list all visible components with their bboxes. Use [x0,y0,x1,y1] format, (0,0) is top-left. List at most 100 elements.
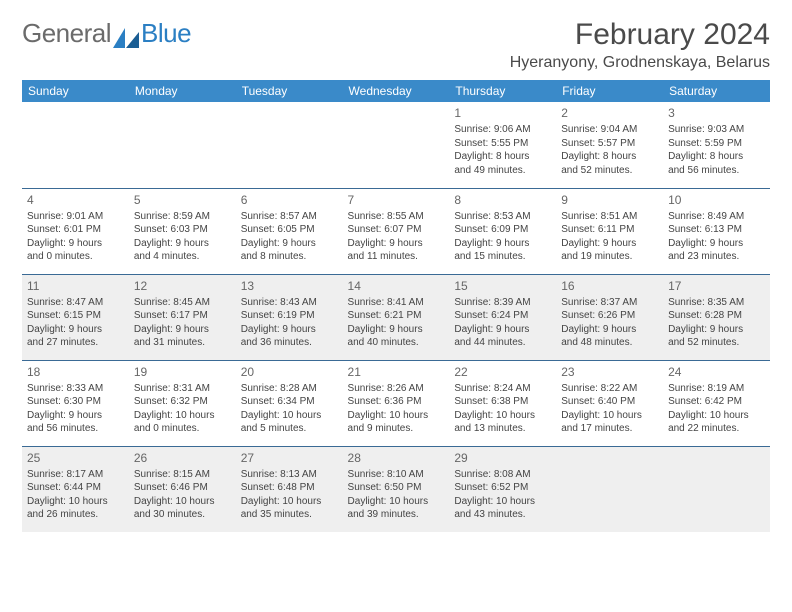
daylight-text: and 40 minutes. [348,336,445,350]
calendar-week-row: 25Sunrise: 8:17 AMSunset: 6:44 PMDayligh… [22,446,770,532]
calendar-cell: 11Sunrise: 8:47 AMSunset: 6:15 PMDayligh… [22,274,129,360]
calendar-cell: 27Sunrise: 8:13 AMSunset: 6:48 PMDayligh… [236,446,343,532]
calendar-cell: 28Sunrise: 8:10 AMSunset: 6:50 PMDayligh… [343,446,450,532]
day-number: 20 [241,364,338,380]
day-number: 17 [668,278,765,294]
calendar-cell: 24Sunrise: 8:19 AMSunset: 6:42 PMDayligh… [663,360,770,446]
day-header: Saturday [663,80,770,102]
day-number: 8 [454,192,551,208]
daylight-text: Daylight: 10 hours [134,495,231,509]
calendar-cell: 18Sunrise: 8:33 AMSunset: 6:30 PMDayligh… [22,360,129,446]
daylight-text: and 52 minutes. [561,164,658,178]
day-number: 3 [668,105,765,121]
calendar-cell [129,102,236,188]
sunset-text: Sunset: 6:05 PM [241,223,338,237]
sunset-text: Sunset: 6:24 PM [454,309,551,323]
sunrise-text: Sunrise: 8:39 AM [454,296,551,310]
daylight-text: and 44 minutes. [454,336,551,350]
calendar-cell: 21Sunrise: 8:26 AMSunset: 6:36 PMDayligh… [343,360,450,446]
calendar-cell: 13Sunrise: 8:43 AMSunset: 6:19 PMDayligh… [236,274,343,360]
day-number: 25 [27,450,124,466]
calendar-cell: 16Sunrise: 8:37 AMSunset: 6:26 PMDayligh… [556,274,663,360]
sunrise-text: Sunrise: 9:04 AM [561,123,658,137]
calendar-cell: 29Sunrise: 8:08 AMSunset: 6:52 PMDayligh… [449,446,556,532]
sunset-text: Sunset: 6:42 PM [668,395,765,409]
sunrise-text: Sunrise: 8:24 AM [454,382,551,396]
daylight-text: and 49 minutes. [454,164,551,178]
calendar-cell [236,102,343,188]
sunrise-text: Sunrise: 8:10 AM [348,468,445,482]
day-number: 21 [348,364,445,380]
day-header: Sunday [22,80,129,102]
daylight-text: Daylight: 10 hours [561,409,658,423]
sunrise-text: Sunrise: 8:08 AM [454,468,551,482]
daylight-text: and 27 minutes. [27,336,124,350]
daylight-text: and 43 minutes. [454,508,551,522]
daylight-text: and 23 minutes. [668,250,765,264]
sunrise-text: Sunrise: 8:41 AM [348,296,445,310]
daylight-text: and 0 minutes. [134,422,231,436]
sunrise-text: Sunrise: 8:19 AM [668,382,765,396]
sunset-text: Sunset: 6:38 PM [454,395,551,409]
calendar-cell: 15Sunrise: 8:39 AMSunset: 6:24 PMDayligh… [449,274,556,360]
daylight-text: Daylight: 9 hours [561,323,658,337]
page-header: General Blue February 2024 Hyeranyony, G… [22,18,770,72]
title-block: February 2024 Hyeranyony, Grodnenskaya, … [510,18,770,72]
daylight-text: and 22 minutes. [668,422,765,436]
sunset-text: Sunset: 6:36 PM [348,395,445,409]
sunset-text: Sunset: 6:44 PM [27,481,124,495]
calendar-cell: 8Sunrise: 8:53 AMSunset: 6:09 PMDaylight… [449,188,556,274]
daylight-text: and 48 minutes. [561,336,658,350]
day-number: 24 [668,364,765,380]
daylight-text: and 35 minutes. [241,508,338,522]
daylight-text: Daylight: 9 hours [27,409,124,423]
day-header: Tuesday [236,80,343,102]
daylight-text: Daylight: 9 hours [561,237,658,251]
daylight-text: Daylight: 9 hours [27,237,124,251]
daylight-text: and 5 minutes. [241,422,338,436]
daylight-text: Daylight: 9 hours [348,323,445,337]
calendar-body: 1Sunrise: 9:06 AMSunset: 5:55 PMDaylight… [22,102,770,532]
daylight-text: Daylight: 9 hours [27,323,124,337]
day-number: 27 [241,450,338,466]
sunrise-text: Sunrise: 8:28 AM [241,382,338,396]
sunrise-text: Sunrise: 8:33 AM [27,382,124,396]
sunrise-text: Sunrise: 8:51 AM [561,210,658,224]
calendar-cell: 22Sunrise: 8:24 AMSunset: 6:38 PMDayligh… [449,360,556,446]
sunset-text: Sunset: 6:46 PM [134,481,231,495]
daylight-text: Daylight: 10 hours [241,409,338,423]
sunrise-text: Sunrise: 8:35 AM [668,296,765,310]
day-number: 16 [561,278,658,294]
day-number: 15 [454,278,551,294]
day-number: 23 [561,364,658,380]
sunrise-text: Sunrise: 8:15 AM [134,468,231,482]
calendar-week-row: 11Sunrise: 8:47 AMSunset: 6:15 PMDayligh… [22,274,770,360]
day-number: 11 [27,278,124,294]
calendar-cell: 3Sunrise: 9:03 AMSunset: 5:59 PMDaylight… [663,102,770,188]
sunset-text: Sunset: 6:32 PM [134,395,231,409]
daylight-text: and 15 minutes. [454,250,551,264]
day-header: Thursday [449,80,556,102]
calendar-cell [343,102,450,188]
sunset-text: Sunset: 6:50 PM [348,481,445,495]
sunrise-text: Sunrise: 8:22 AM [561,382,658,396]
calendar-week-row: 18Sunrise: 8:33 AMSunset: 6:30 PMDayligh… [22,360,770,446]
day-number: 28 [348,450,445,466]
sunrise-text: Sunrise: 8:53 AM [454,210,551,224]
day-number: 14 [348,278,445,294]
day-number: 13 [241,278,338,294]
calendar-cell: 12Sunrise: 8:45 AMSunset: 6:17 PMDayligh… [129,274,236,360]
calendar-cell: 5Sunrise: 8:59 AMSunset: 6:03 PMDaylight… [129,188,236,274]
sunset-text: Sunset: 6:01 PM [27,223,124,237]
daylight-text: Daylight: 8 hours [668,150,765,164]
daylight-text: and 13 minutes. [454,422,551,436]
daylight-text: Daylight: 9 hours [668,237,765,251]
day-number: 18 [27,364,124,380]
sunset-text: Sunset: 6:17 PM [134,309,231,323]
daylight-text: and 9 minutes. [348,422,445,436]
daylight-text: Daylight: 10 hours [27,495,124,509]
logo-text-1: General [22,18,111,49]
daylight-text: and 4 minutes. [134,250,231,264]
day-number: 10 [668,192,765,208]
daylight-text: Daylight: 10 hours [241,495,338,509]
